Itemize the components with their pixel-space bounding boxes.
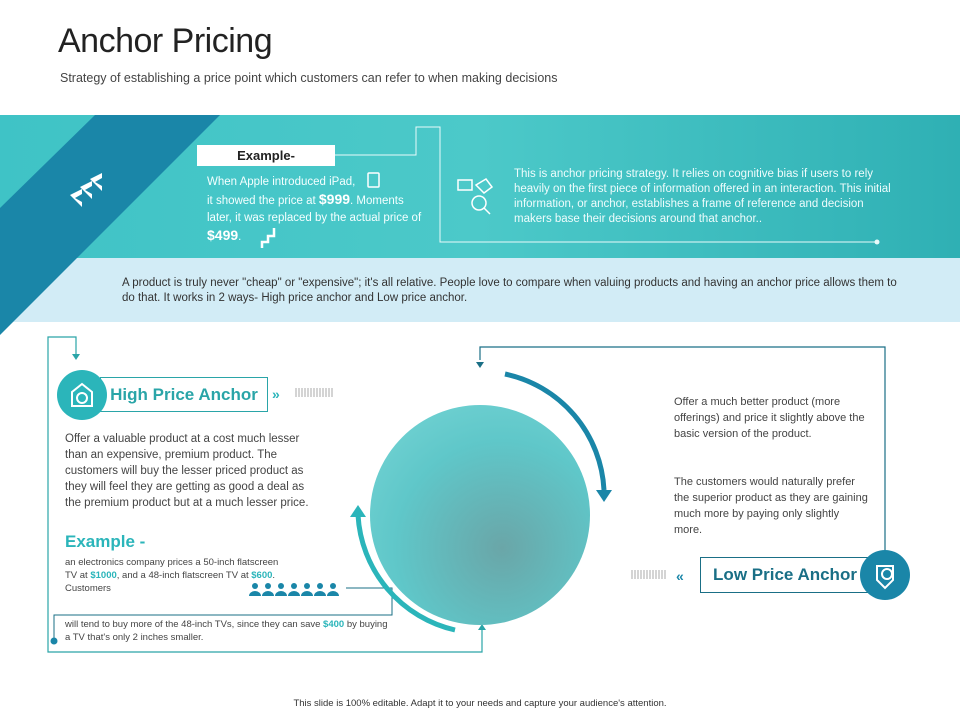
low-price-text-2: The customers would naturally prefer the… xyxy=(674,476,868,536)
price-down-icon xyxy=(860,550,910,600)
coins-image xyxy=(370,405,590,625)
band-text: A product is truly never "cheap" or "exp… xyxy=(122,277,897,304)
tv-example-conclusion: will tend to buy more of the 48-inch TVs… xyxy=(65,619,388,643)
example-label: Example- xyxy=(197,145,335,166)
high-price-anchor-label: High Price Anchor xyxy=(100,377,268,412)
low-price-anchor-label: Low Price Anchor xyxy=(700,557,870,593)
strategy-description: This is anchor pricing strategy. It reli… xyxy=(514,168,891,225)
chevrons-right-icon: » xyxy=(272,386,280,402)
page-title: Anchor Pricing xyxy=(58,22,273,60)
tv-example-text: an electronics company prices a 50-inch … xyxy=(65,557,279,594)
tick-marks xyxy=(295,388,666,579)
example-heading: Example - xyxy=(65,532,146,551)
low-price-text-1: Offer a much better product (more offeri… xyxy=(674,396,865,440)
chevrons-left-small-icon: « xyxy=(676,568,684,584)
footer-note: This slide is 100% editable. Adapt it to… xyxy=(293,698,667,709)
page-subtitle: Strategy of establishing a price point w… xyxy=(60,71,558,85)
house-price-icon xyxy=(57,370,107,420)
example-text: When Apple introduced iPad, it showed th… xyxy=(207,176,422,243)
chevrons-left-icon xyxy=(70,173,102,207)
tablet-icon xyxy=(367,172,380,188)
finance-icon xyxy=(457,178,494,215)
diagonal-stripe xyxy=(0,115,880,335)
high-price-text: Offer a valuable product at a cost much … xyxy=(65,433,309,509)
info-band xyxy=(0,258,960,322)
stairs-up-icon xyxy=(260,228,276,248)
people-icons xyxy=(249,583,339,596)
